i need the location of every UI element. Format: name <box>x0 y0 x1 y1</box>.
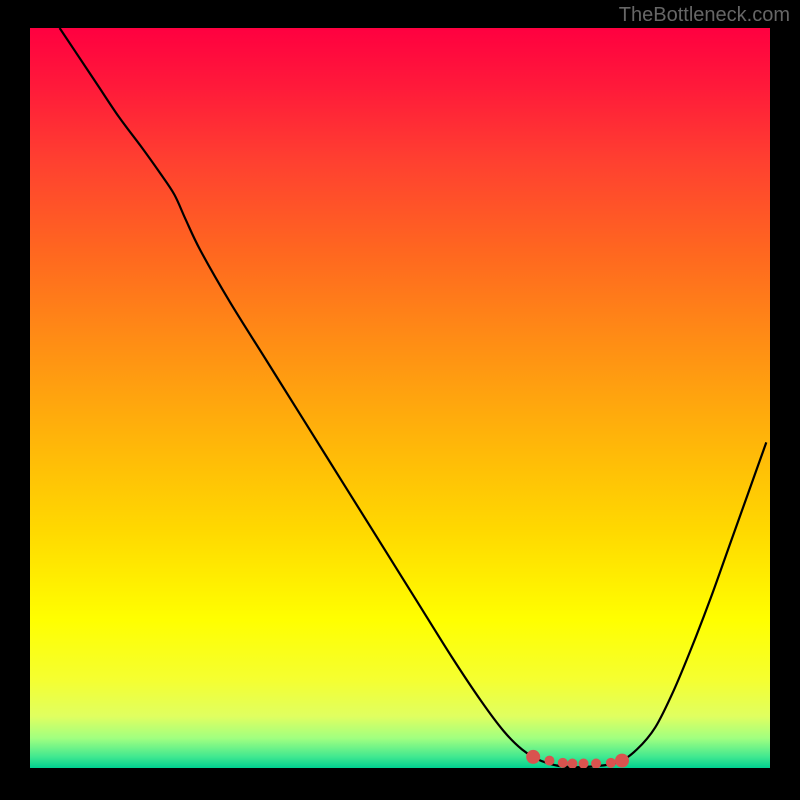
data-marker <box>544 756 554 766</box>
data-marker <box>567 759 577 768</box>
chart-markers <box>30 28 770 768</box>
data-marker <box>558 758 568 768</box>
data-marker <box>579 759 589 768</box>
data-marker <box>615 754 629 768</box>
data-marker <box>606 758 616 768</box>
attribution-text: TheBottleneck.com <box>619 4 790 27</box>
data-marker <box>591 759 601 768</box>
chart-plot <box>30 28 770 768</box>
data-marker <box>526 750 540 764</box>
